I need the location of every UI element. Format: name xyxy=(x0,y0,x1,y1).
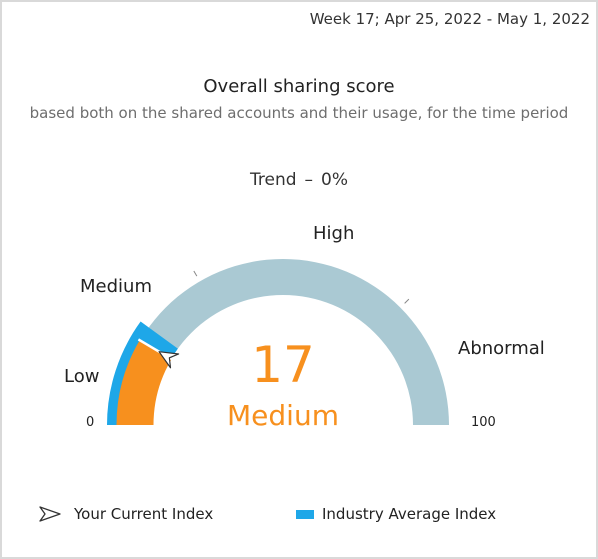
score-level: Medium xyxy=(227,399,339,432)
legend-industry-average-label: Industry Average Index xyxy=(322,505,497,523)
card-title: Overall sharing score xyxy=(203,76,395,97)
range-min-label: 0 xyxy=(86,415,94,430)
navigation-arrow-icon xyxy=(39,506,61,522)
trend-separator: – xyxy=(304,170,314,190)
gauge-track xyxy=(117,259,449,425)
period-label: Week 17; Apr 25, 2022 - May 1, 2022 xyxy=(309,10,590,28)
range-max-label: 100 xyxy=(471,415,496,430)
zone-label-high: High xyxy=(313,223,354,244)
trend-label: Trend xyxy=(249,170,297,190)
zone-label-abnormal: Abnormal xyxy=(458,338,545,359)
zone-tick-high-abnormal xyxy=(404,298,410,304)
zone-label-low: Low xyxy=(64,366,99,387)
current-index-pointer-icon xyxy=(158,351,180,369)
zone-tick-medium-high xyxy=(193,270,198,277)
card-subtitle: based both on the shared accounts and th… xyxy=(29,104,569,122)
score-value: 17 xyxy=(251,336,315,394)
legend-current-index: Your Current Index xyxy=(38,505,213,523)
zone-label-medium: Medium xyxy=(80,276,152,297)
trend-indicator: Trend –0% xyxy=(2,170,596,190)
legend-industry-average: Industry Average Index xyxy=(296,505,496,523)
trend-value: 0% xyxy=(321,170,348,190)
industry-average-swatch xyxy=(296,509,314,519)
current-score-arc xyxy=(116,340,172,425)
legend-current-index-label: Your Current Index xyxy=(74,505,214,523)
